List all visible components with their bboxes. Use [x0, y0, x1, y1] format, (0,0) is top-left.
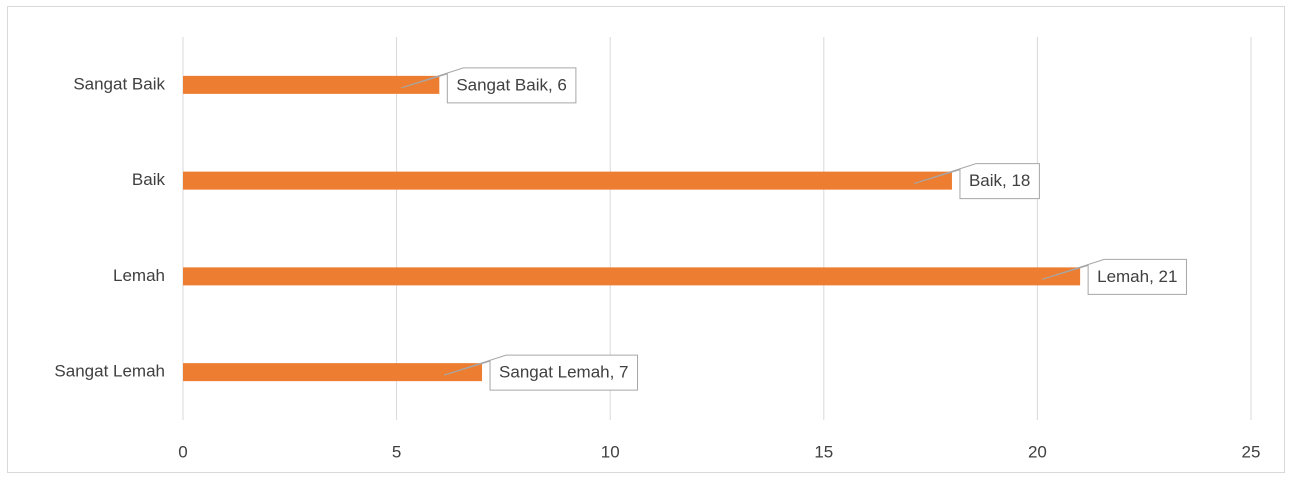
data-label: Sangat Baik, 6 [456, 75, 567, 94]
y-tick-label: Baik [132, 170, 166, 189]
data-label: Sangat Lemah, 7 [499, 363, 628, 382]
bar [183, 171, 952, 190]
data-label-box [913, 163, 1040, 200]
bar [183, 267, 1081, 286]
data-label-box [1041, 258, 1187, 295]
bar [183, 75, 440, 94]
data-label-box [401, 67, 577, 104]
data-label-box [443, 354, 639, 391]
x-tick-label: 0 [178, 442, 187, 461]
x-tick-label: 15 [814, 442, 833, 461]
y-tick-label: Sangat Lemah [54, 362, 165, 381]
x-tick-label: 25 [1242, 442, 1261, 461]
y-tick-label: Sangat Baik [73, 74, 165, 93]
x-tick-label: 5 [392, 442, 401, 461]
y-tick-label: Lemah [113, 266, 165, 285]
data-label: Baik, 18 [969, 171, 1030, 190]
bar [183, 363, 483, 382]
x-tick-label: 20 [1028, 442, 1047, 461]
x-tick-label: 10 [601, 442, 620, 461]
data-label: Lemah, 21 [1097, 267, 1177, 286]
